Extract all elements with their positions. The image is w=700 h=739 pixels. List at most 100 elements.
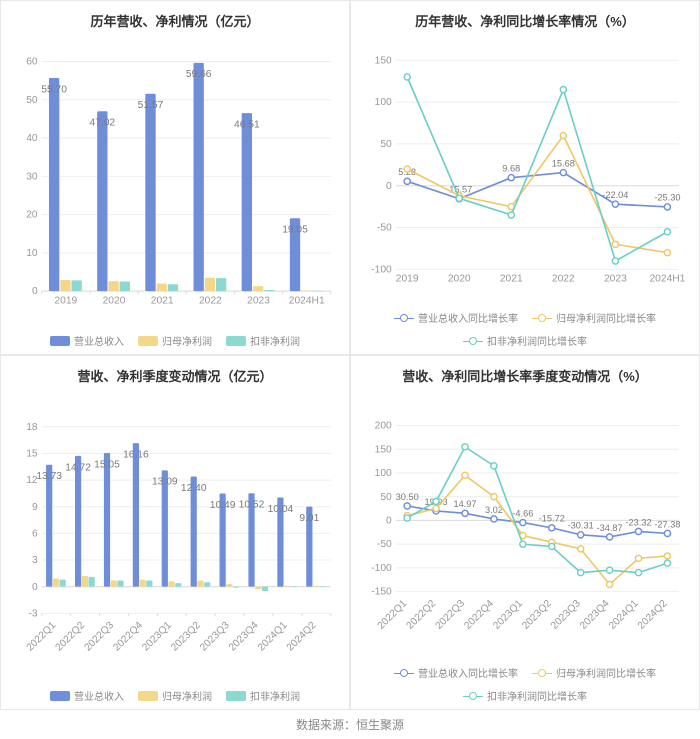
legend-label: 扣非净利润同比增长率 [487,333,587,348]
svg-text:2022Q3: 2022Q3 [434,598,468,632]
svg-text:18: 18 [26,422,38,433]
svg-text:-25.30: -25.30 [654,193,680,203]
legend-item: 归母净利润同比增长率 [532,310,656,325]
legend-swatch [532,668,552,678]
legend-item: 营业总收入同比增长率 [394,665,518,680]
svg-text:2022Q2: 2022Q2 [405,598,439,632]
svg-text:13.09: 13.09 [152,477,178,488]
panel-b-chart: -100-50050100150201920202021202220232024… [361,38,689,306]
legend-swatch [463,691,483,701]
svg-text:55.70: 55.70 [41,84,67,95]
legend-label: 营业总收入 [74,688,124,703]
legend-swatch [394,668,414,678]
svg-text:-150: -150 [371,587,392,598]
svg-text:2023Q1: 2023Q1 [491,598,525,632]
panel-c-chart: -303691215182022Q12022Q22022Q32022Q42023… [11,393,339,684]
legend-label: 营业总收入同比增长率 [418,665,518,680]
legend-label: 营业总收入 [74,333,124,348]
svg-text:2024H1: 2024H1 [649,274,685,285]
svg-text:2019: 2019 [396,274,419,285]
legend-item: 归母净利润 [138,333,212,348]
svg-text:15: 15 [26,449,38,460]
svg-text:20: 20 [26,210,38,221]
svg-text:-100: -100 [371,563,392,574]
svg-text:2019: 2019 [54,295,77,306]
svg-text:47.02: 47.02 [89,118,115,129]
svg-text:0: 0 [32,286,38,297]
data-source-label: 数据来源：恒生聚源 [0,710,700,739]
svg-text:15.05: 15.05 [94,459,120,470]
legend-label: 扣非净利润 [250,333,300,348]
legend-item: 扣非净利润 [226,333,300,348]
svg-text:-4.66: -4.66 [512,508,533,518]
chart-grid: 历年营收、净利情况（亿元） 01020304050602019202020212… [0,0,700,710]
svg-text:51.57: 51.57 [138,100,164,111]
panel-d: 营收、净利同比增长率季度变动情况（%） -150-100-50050100150… [350,355,700,710]
svg-text:16.16: 16.16 [123,449,149,460]
legend-swatch [138,691,158,701]
svg-text:2023Q2: 2023Q2 [520,598,554,632]
legend-label: 归母净利润 [162,688,212,703]
legend-item: 归母净利润同比增长率 [532,665,656,680]
svg-text:2024Q1: 2024Q1 [607,598,641,632]
svg-text:59.66: 59.66 [186,69,212,80]
svg-text:100: 100 [375,468,392,479]
svg-text:30.50: 30.50 [396,492,419,502]
panel-b-title: 历年营收、净利同比增长率情况（%） [361,11,689,30]
svg-text:10.49: 10.49 [210,500,236,511]
legend-label: 归母净利润同比增长率 [556,310,656,325]
svg-text:-22.04: -22.04 [602,190,628,200]
svg-text:2024H1: 2024H1 [289,295,325,306]
panel-c: 营收、净利季度变动情况（亿元） -303691215182022Q12022Q2… [0,355,350,710]
legend-swatch [532,313,552,323]
svg-text:-15.72: -15.72 [539,514,565,524]
legend-item: 归母净利润 [138,688,212,703]
svg-text:50: 50 [380,139,392,150]
svg-text:6: 6 [32,528,38,539]
svg-text:2020: 2020 [103,295,126,306]
svg-text:13.73: 13.73 [36,471,62,482]
panel-a-legend: 营业总收入归母净利润 扣非净利润 [11,333,339,348]
svg-text:2020: 2020 [448,274,471,285]
svg-text:3: 3 [32,555,38,566]
svg-text:12.40: 12.40 [181,483,207,494]
legend-swatch [138,336,158,346]
svg-text:2024Q2: 2024Q2 [285,620,319,654]
legend-label: 扣非净利润 [250,688,300,703]
legend-item: 营业总收入同比增长率 [394,310,518,325]
panel-a: 历年营收、净利情况（亿元） 01020304050602019202020212… [0,0,350,355]
svg-text:0: 0 [386,515,392,526]
svg-text:2022Q4: 2022Q4 [111,620,145,654]
panel-b-legend: 营业总收入同比增长率 归母净利润同比增长率扣非净利润同比增长率 [361,310,689,348]
svg-text:19.05: 19.05 [282,225,308,236]
legend-swatch [50,691,70,701]
svg-text:9.01: 9.01 [299,513,319,524]
panel-a-chart: 0102030405060201920202021202220232024H15… [11,38,339,329]
svg-text:-34.87: -34.87 [597,523,623,533]
legend-label: 归母净利润同比增长率 [556,665,656,680]
svg-text:2021: 2021 [151,295,174,306]
svg-text:9: 9 [32,502,38,513]
legend-label: 扣非净利润同比增长率 [487,688,587,703]
svg-text:2023Q2: 2023Q2 [169,620,203,654]
svg-text:14.72: 14.72 [65,462,91,473]
panel-c-legend: 营业总收入 归母净利润 扣非净利润 [11,688,339,703]
panel-d-chart: -150-100-500501001502002022Q12022Q22022Q… [361,393,689,661]
svg-text:-30.31: -30.31 [568,521,594,531]
svg-text:2023Q4: 2023Q4 [227,620,261,654]
svg-text:60: 60 [26,57,38,68]
svg-text:40: 40 [26,133,38,144]
svg-text:2023Q3: 2023Q3 [198,620,232,654]
svg-text:2023: 2023 [247,295,270,306]
legend-item: 营业总收入 [50,688,124,703]
svg-text:50: 50 [26,95,38,106]
svg-text:200: 200 [375,421,392,432]
legend-label: 营业总收入同比增长率 [418,310,518,325]
svg-text:0: 0 [32,582,38,593]
svg-text:10.04: 10.04 [268,504,294,515]
svg-text:30: 30 [26,171,38,182]
panel-d-title: 营收、净利同比增长率季度变动情况（%） [361,366,689,385]
panel-b: 历年营收、净利同比增长率情况（%） -100-50050100150201920… [350,0,700,355]
svg-text:10: 10 [26,248,38,259]
panel-d-legend: 营业总收入同比增长率 归母净利润同比增长率扣非净利润同比增长率 [361,665,689,703]
